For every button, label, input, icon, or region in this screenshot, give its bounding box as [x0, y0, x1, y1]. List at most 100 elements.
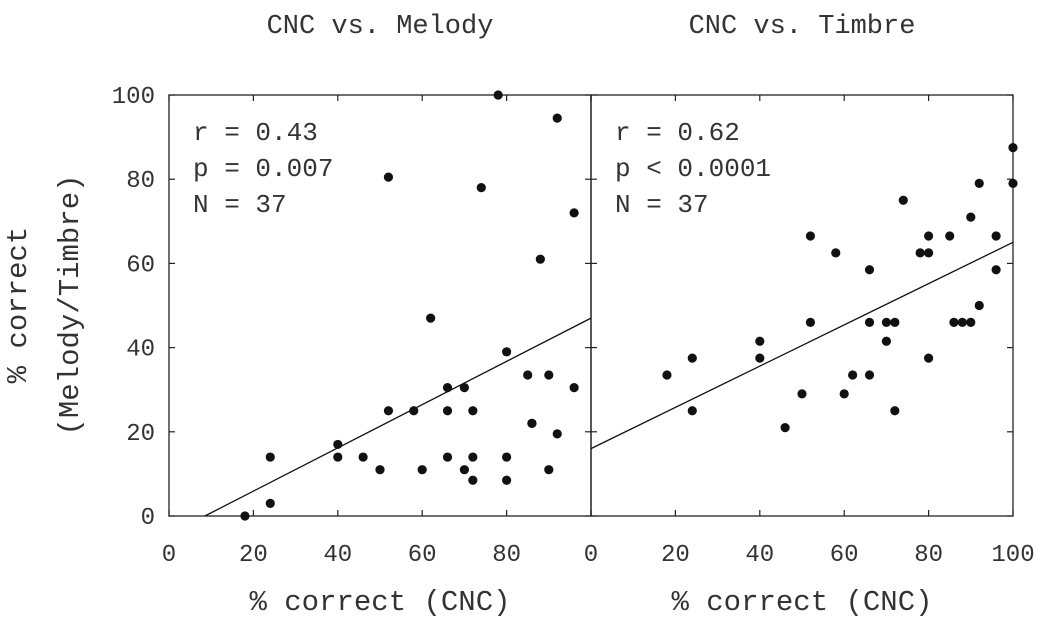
data-point [687, 406, 697, 416]
data-point [805, 231, 816, 241]
stats-annotation: p < 0.0001 [615, 154, 771, 184]
x-axis-label: % correct (CNC) [249, 586, 510, 619]
data-point [493, 90, 503, 100]
data-point [797, 389, 807, 399]
data-point [881, 336, 892, 346]
data-point [417, 465, 427, 475]
data-point [831, 248, 841, 258]
data-point [459, 465, 469, 475]
panel-1: CNC vs. Melody % correct (CNC) 0 20 40 60 80 0 2… [112, 12, 592, 619]
data-point [442, 382, 453, 393]
data-point [333, 439, 343, 450]
y-tick-label: 60 [126, 252, 155, 279]
data-point [924, 231, 934, 241]
data-point [569, 382, 579, 393]
data-point [544, 465, 554, 475]
data-point [383, 172, 394, 182]
data-point [924, 353, 934, 363]
data-point [409, 406, 419, 416]
data-point [468, 475, 478, 485]
data-point [780, 422, 790, 433]
data-point [459, 382, 469, 393]
x-tick-label: 80 [492, 542, 521, 569]
data-point [864, 265, 875, 275]
stats-annotation: r = 0.43 [193, 118, 318, 148]
data-point [991, 231, 1001, 241]
x-tick-label: 60 [408, 542, 437, 569]
x-tick-label: 100 [991, 542, 1034, 569]
data-point [966, 317, 976, 327]
data-point [383, 406, 394, 416]
data-point [569, 208, 579, 218]
data-point [468, 452, 478, 462]
data-point [839, 389, 849, 399]
chart-title: CNC vs. Melody [267, 12, 494, 42]
data-point [265, 498, 275, 508]
panels: CNC vs. Melody % correct (CNC) 0 20 40 60 80 0 2… [112, 12, 1035, 619]
x-tick-label: 20 [239, 542, 268, 569]
panel-2: CNC vs. Timbre % correct (CNC) 0 20 40 60 80 10… [584, 12, 1035, 619]
data-point [552, 429, 562, 439]
data-point [898, 195, 908, 205]
data-point [442, 406, 453, 416]
x-tick-label: 40 [745, 542, 774, 569]
y-axis-label-line2: (Melody/Timbre) [54, 174, 87, 435]
data-point [502, 475, 512, 485]
data-point [523, 370, 533, 380]
x-tick-label: 0 [162, 542, 176, 569]
x-tick-label: 0 [584, 542, 598, 569]
data-point [864, 317, 875, 327]
plot-frame [590, 94, 1014, 517]
regression-line [204, 317, 592, 517]
x-tick-label: 40 [323, 542, 352, 569]
data-point [476, 183, 486, 193]
data-point [924, 248, 934, 258]
data-point [881, 317, 892, 327]
data-point [662, 370, 672, 380]
data-point [848, 370, 858, 380]
data-point [974, 300, 984, 311]
x-tick-label: 60 [830, 542, 859, 569]
data-point [890, 317, 900, 327]
data-point [527, 418, 537, 428]
data-point [755, 353, 765, 363]
data-point [468, 406, 478, 416]
data-point [687, 353, 697, 363]
data-point [890, 406, 900, 416]
data-point [805, 317, 816, 327]
data-point [864, 370, 875, 380]
data-point [240, 511, 250, 521]
data-point [755, 336, 765, 346]
stats-annotation: N = 37 [193, 190, 287, 220]
y-tick-label: 100 [112, 84, 155, 111]
data-point [949, 317, 959, 327]
data-point [426, 313, 436, 323]
stats-annotation: r = 0.62 [615, 118, 740, 148]
data-point [502, 452, 512, 462]
data-point [535, 254, 545, 264]
data-point [265, 452, 275, 462]
y-tick-label: 40 [126, 337, 155, 364]
y-axis-label-line1: % correct [2, 227, 35, 384]
data-point [375, 465, 385, 475]
x-axis-label: % correct (CNC) [671, 586, 932, 619]
y-tick-label: 80 [126, 168, 155, 195]
data-point [502, 347, 512, 357]
stats-annotation: p = 0.007 [193, 154, 333, 184]
data-point [333, 452, 343, 462]
data-point [991, 265, 1001, 275]
data-point [442, 452, 453, 462]
y-tick-label: 0 [141, 505, 155, 532]
x-tick-label: 20 [661, 542, 690, 569]
x-tick-label: 80 [914, 542, 943, 569]
stats-annotation: N = 37 [615, 190, 709, 220]
chart-title: CNC vs. Timbre [689, 12, 916, 42]
data-point [957, 317, 967, 327]
data-point [1008, 178, 1018, 189]
data-point [966, 212, 976, 222]
data-point [915, 248, 925, 258]
y-tick-label: 20 [126, 421, 155, 448]
data-point [945, 231, 955, 241]
data-point [1008, 143, 1018, 153]
